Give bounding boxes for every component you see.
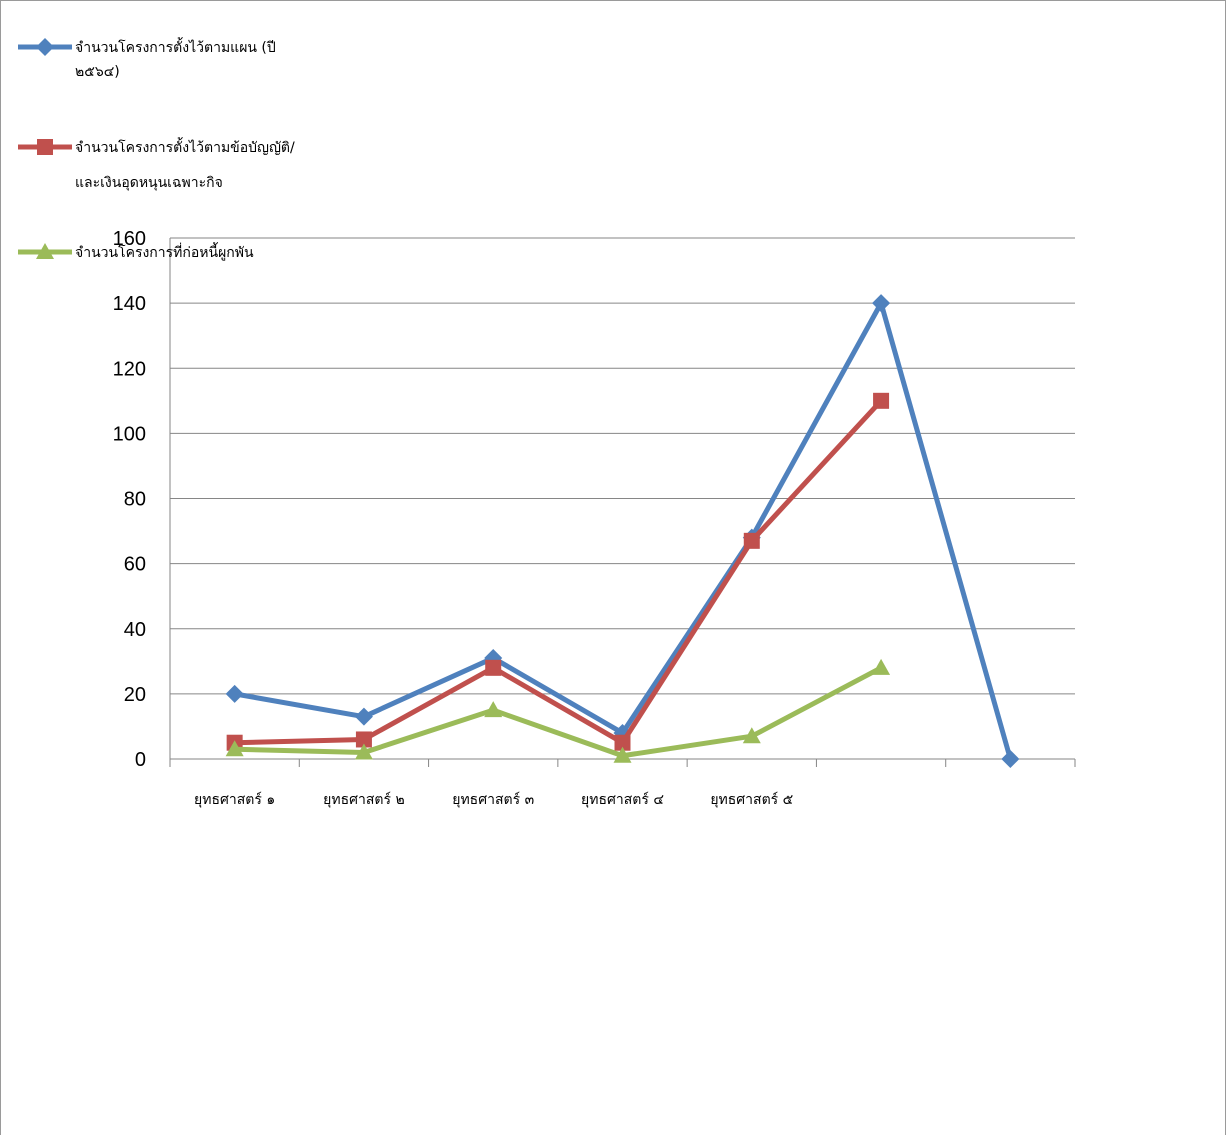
- data-point: [355, 731, 372, 748]
- series-3: [225, 658, 891, 763]
- series-line: [232, 300, 1013, 762]
- legend-marker: [36, 243, 54, 259]
- data-point: [742, 727, 761, 744]
- x-category-label: ยุทธศาสตร์ ๕: [710, 791, 793, 808]
- y-tick-label: 160: [113, 228, 146, 250]
- y-tick-label: 40: [124, 619, 146, 641]
- x-category-label: ยุทธศาสตร์ ๒: [323, 791, 405, 808]
- data-point: [225, 740, 244, 757]
- data-point: [1001, 750, 1020, 768]
- data-point: [743, 532, 760, 549]
- y-tick-label: 140: [113, 293, 146, 315]
- data-point: [354, 707, 373, 726]
- legend: จำนวนโครงการตั้งไว้ตามแผน (ปี๒๕๖๔)จำนวนโ…: [18, 37, 295, 261]
- data-point: [485, 659, 502, 676]
- legend-label: จำนวนโครงการตั้งไว้ตามแผน (ปี: [75, 37, 276, 56]
- series-group: [225, 294, 1020, 768]
- data-point: [613, 746, 632, 763]
- legend-label: จำนวนโครงการที่ก่อหนี้ผูกพัน: [75, 242, 254, 261]
- x-category-label: ยุทธศาสตร์ ๓: [452, 791, 534, 808]
- y-tick-label: 60: [124, 554, 146, 576]
- data-point: [873, 392, 890, 409]
- legend-marker: [37, 139, 53, 155]
- x-axis-category-labels: ยุทธศาสตร์ ๑ ยุทธศาสตร์ ๒ ยุทธศาสตร์ ๓ ยุทธ…: [194, 791, 793, 808]
- series-line: [232, 665, 884, 759]
- legend-label: จำนวนโครงการตั้งไว้ตามข้อบัญญัติ/: [75, 137, 295, 156]
- y-axis-tick-labels: 0 20 40 60 80 100 120 140 160: [113, 228, 146, 771]
- y-tick-label: 120: [113, 358, 146, 380]
- data-point: [484, 701, 503, 718]
- data-point: [225, 684, 244, 703]
- data-point: [354, 743, 373, 760]
- legend-marker: [36, 38, 54, 56]
- gridlines: [170, 237, 1075, 695]
- legend-entry-3: จำนวนโครงการที่ก่อหนี้ผูกพัน: [18, 242, 254, 261]
- legend-entry-2: จำนวนโครงการตั้งไว้ตามข้อบัญญัติ/ และเงิน…: [18, 137, 295, 191]
- x-category-label: ยุทธศาสตร์ ๑: [194, 791, 275, 808]
- data-point: [872, 658, 891, 675]
- y-tick-label: 20: [124, 684, 146, 706]
- data-point: [872, 294, 891, 313]
- y-tick-label: 80: [124, 489, 146, 511]
- legend-label: และเงินอุดหนุนเฉพาะกิจ: [75, 175, 223, 191]
- legend-entry-1: จำนวนโครงการตั้งไว้ตามแผน (ปี๒๕๖๔): [18, 37, 276, 80]
- y-tick-label: 100: [113, 423, 146, 445]
- series-2: [226, 392, 890, 751]
- series-1: [225, 294, 1020, 768]
- y-tick-label: 0: [135, 749, 146, 771]
- x-category-label: ยุทธศาสตร์ ๔: [581, 791, 664, 808]
- data-point: [614, 734, 631, 751]
- legend-label: ๒๕๖๔): [75, 64, 120, 80]
- series-line: [232, 398, 884, 746]
